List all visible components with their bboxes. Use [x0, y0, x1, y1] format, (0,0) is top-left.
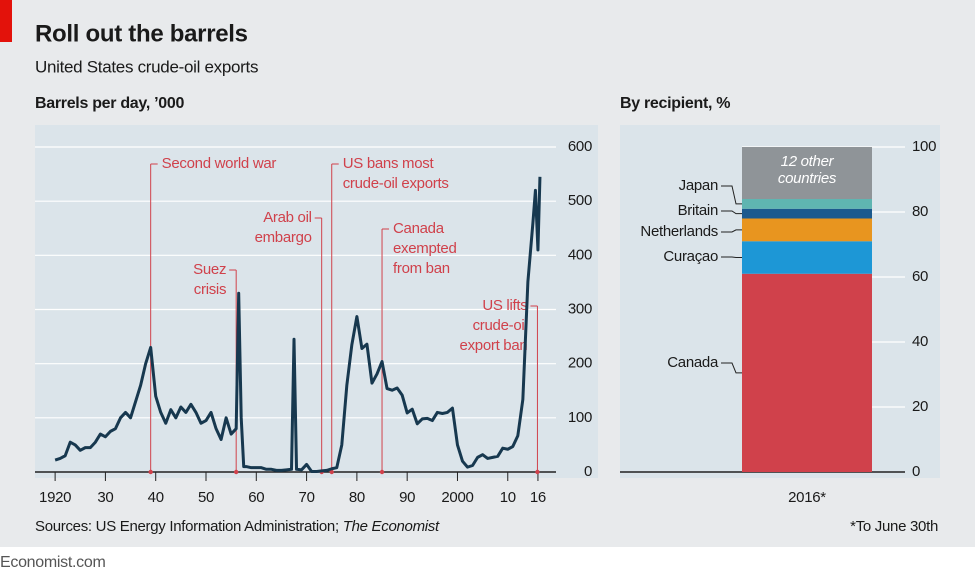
leader-line [721, 362, 742, 374]
bar-segment [742, 199, 872, 209]
annotation-dot [379, 469, 385, 475]
annotation: Canada [393, 220, 445, 237]
source: Sources: US Energy Information Administr… [35, 518, 440, 535]
y-tick-label: 20 [912, 398, 928, 415]
source-text: The Economist [343, 518, 440, 535]
annotation-dot [148, 469, 153, 475]
leader-line [721, 210, 742, 215]
leader-line [721, 256, 742, 258]
x-tick-label: 80 [349, 489, 365, 506]
x-tick-label: 16 [530, 489, 546, 506]
bar-segment [742, 241, 872, 274]
y-tick-label: 500 [568, 192, 592, 209]
annotation: Arab oil [263, 209, 311, 226]
axis-title: Barrels per day, ’000 [35, 95, 184, 112]
brand-tag [0, 0, 12, 42]
annotation-dot [233, 469, 239, 475]
bar-segment [742, 218, 872, 242]
legend-label: 12 other countries [777, 153, 837, 187]
y-tick-label: 100 [568, 409, 592, 426]
title: Roll out the barrels [35, 20, 248, 47]
annotation: crisis [194, 281, 226, 298]
y-tick-label: 40 [912, 333, 928, 350]
line [54, 176, 542, 473]
footnote: *To June 30th [850, 518, 938, 535]
y-tick-label: 600 [568, 138, 592, 155]
leader-line [721, 229, 742, 233]
y-tick-label: 0 [912, 463, 920, 480]
annotation: export ban [460, 337, 528, 354]
x-tick-label: 30 [97, 489, 113, 506]
x-tick-label: 1920 [39, 489, 71, 506]
x-tick-label: 90 [399, 489, 415, 506]
panel [35, 125, 598, 478]
y-tick-label: 80 [912, 203, 928, 220]
annotation-dot [535, 469, 540, 475]
annotation: crude-oil exports [343, 175, 449, 192]
y-tick-label: 60 [912, 268, 928, 285]
legend-label: Canada [667, 354, 719, 371]
x-tick-label: 2000 [441, 489, 473, 506]
y-tick-label: 0 [584, 463, 592, 480]
legend-label: Britain [678, 202, 718, 219]
x-tick-label: 10 [500, 489, 516, 506]
legend-label: 12 other countries [777, 153, 837, 187]
axis-title: By recipient, % [620, 95, 730, 112]
x-tick-label: 60 [248, 489, 264, 506]
legend-label: Netherlands [640, 223, 718, 240]
annotation-dot [329, 469, 334, 475]
x-tick-label: 70 [299, 489, 315, 506]
y-tick-label: 300 [568, 300, 592, 317]
brand: Economist.com [0, 554, 105, 571]
y-tick-label: 200 [568, 355, 592, 372]
leader-line [721, 185, 742, 205]
x-tick-label: 2016* [788, 489, 826, 506]
annotation: exempted [393, 240, 456, 257]
x-tick-label: 40 [148, 489, 164, 506]
bar-segment [742, 208, 872, 219]
annotation: from ban [393, 260, 450, 277]
annotation: US lifts [482, 297, 527, 314]
annotation: US bans most [343, 155, 435, 172]
annotation: embargo [255, 229, 312, 246]
subtitle: United States crude-oil exports [35, 57, 258, 76]
annotation: Suez [193, 261, 226, 278]
bar-segment [742, 273, 872, 472]
legend-label: Curaçao [663, 248, 718, 265]
annotation: Second world war [162, 155, 277, 172]
y-tick-label: 400 [568, 246, 592, 263]
x-tick-label: 50 [198, 489, 214, 506]
legend-label: Japan [679, 177, 718, 194]
y-tick-label: 100 [912, 138, 936, 155]
annotation: crude-oil [473, 317, 528, 334]
bar-segment [742, 147, 872, 199]
source-text: Sources: US Energy Information Administr… [35, 518, 343, 535]
